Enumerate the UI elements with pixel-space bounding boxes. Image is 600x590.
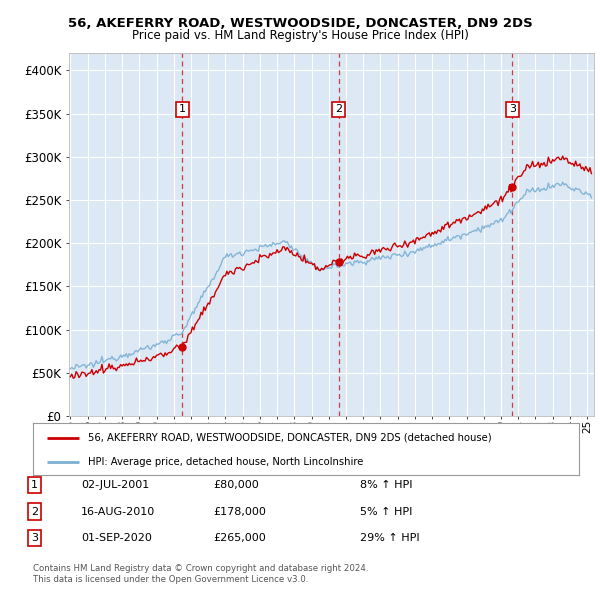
Text: 3: 3 bbox=[31, 533, 38, 543]
Text: 8% ↑ HPI: 8% ↑ HPI bbox=[360, 480, 413, 490]
Text: 29% ↑ HPI: 29% ↑ HPI bbox=[360, 533, 419, 543]
Text: 1: 1 bbox=[31, 480, 38, 490]
Text: £80,000: £80,000 bbox=[213, 480, 259, 490]
Text: Price paid vs. HM Land Registry's House Price Index (HPI): Price paid vs. HM Land Registry's House … bbox=[131, 30, 469, 42]
Text: 1: 1 bbox=[179, 104, 186, 114]
Text: This data is licensed under the Open Government Licence v3.0.: This data is licensed under the Open Gov… bbox=[33, 575, 308, 584]
Text: 2: 2 bbox=[31, 507, 38, 516]
Text: 16-AUG-2010: 16-AUG-2010 bbox=[81, 507, 155, 516]
Text: 3: 3 bbox=[509, 104, 516, 114]
Text: 56, AKEFERRY ROAD, WESTWOODSIDE, DONCASTER, DN9 2DS: 56, AKEFERRY ROAD, WESTWOODSIDE, DONCAST… bbox=[68, 17, 532, 30]
Text: £265,000: £265,000 bbox=[213, 533, 266, 543]
Text: 5% ↑ HPI: 5% ↑ HPI bbox=[360, 507, 412, 516]
Text: HPI: Average price, detached house, North Lincolnshire: HPI: Average price, detached house, Nort… bbox=[88, 457, 363, 467]
Text: 2: 2 bbox=[335, 104, 343, 114]
Text: Contains HM Land Registry data © Crown copyright and database right 2024.: Contains HM Land Registry data © Crown c… bbox=[33, 565, 368, 573]
Text: £178,000: £178,000 bbox=[213, 507, 266, 516]
Text: 02-JUL-2001: 02-JUL-2001 bbox=[81, 480, 149, 490]
Text: 56, AKEFERRY ROAD, WESTWOODSIDE, DONCASTER, DN9 2DS (detached house): 56, AKEFERRY ROAD, WESTWOODSIDE, DONCAST… bbox=[88, 432, 491, 442]
Text: 01-SEP-2020: 01-SEP-2020 bbox=[81, 533, 152, 543]
